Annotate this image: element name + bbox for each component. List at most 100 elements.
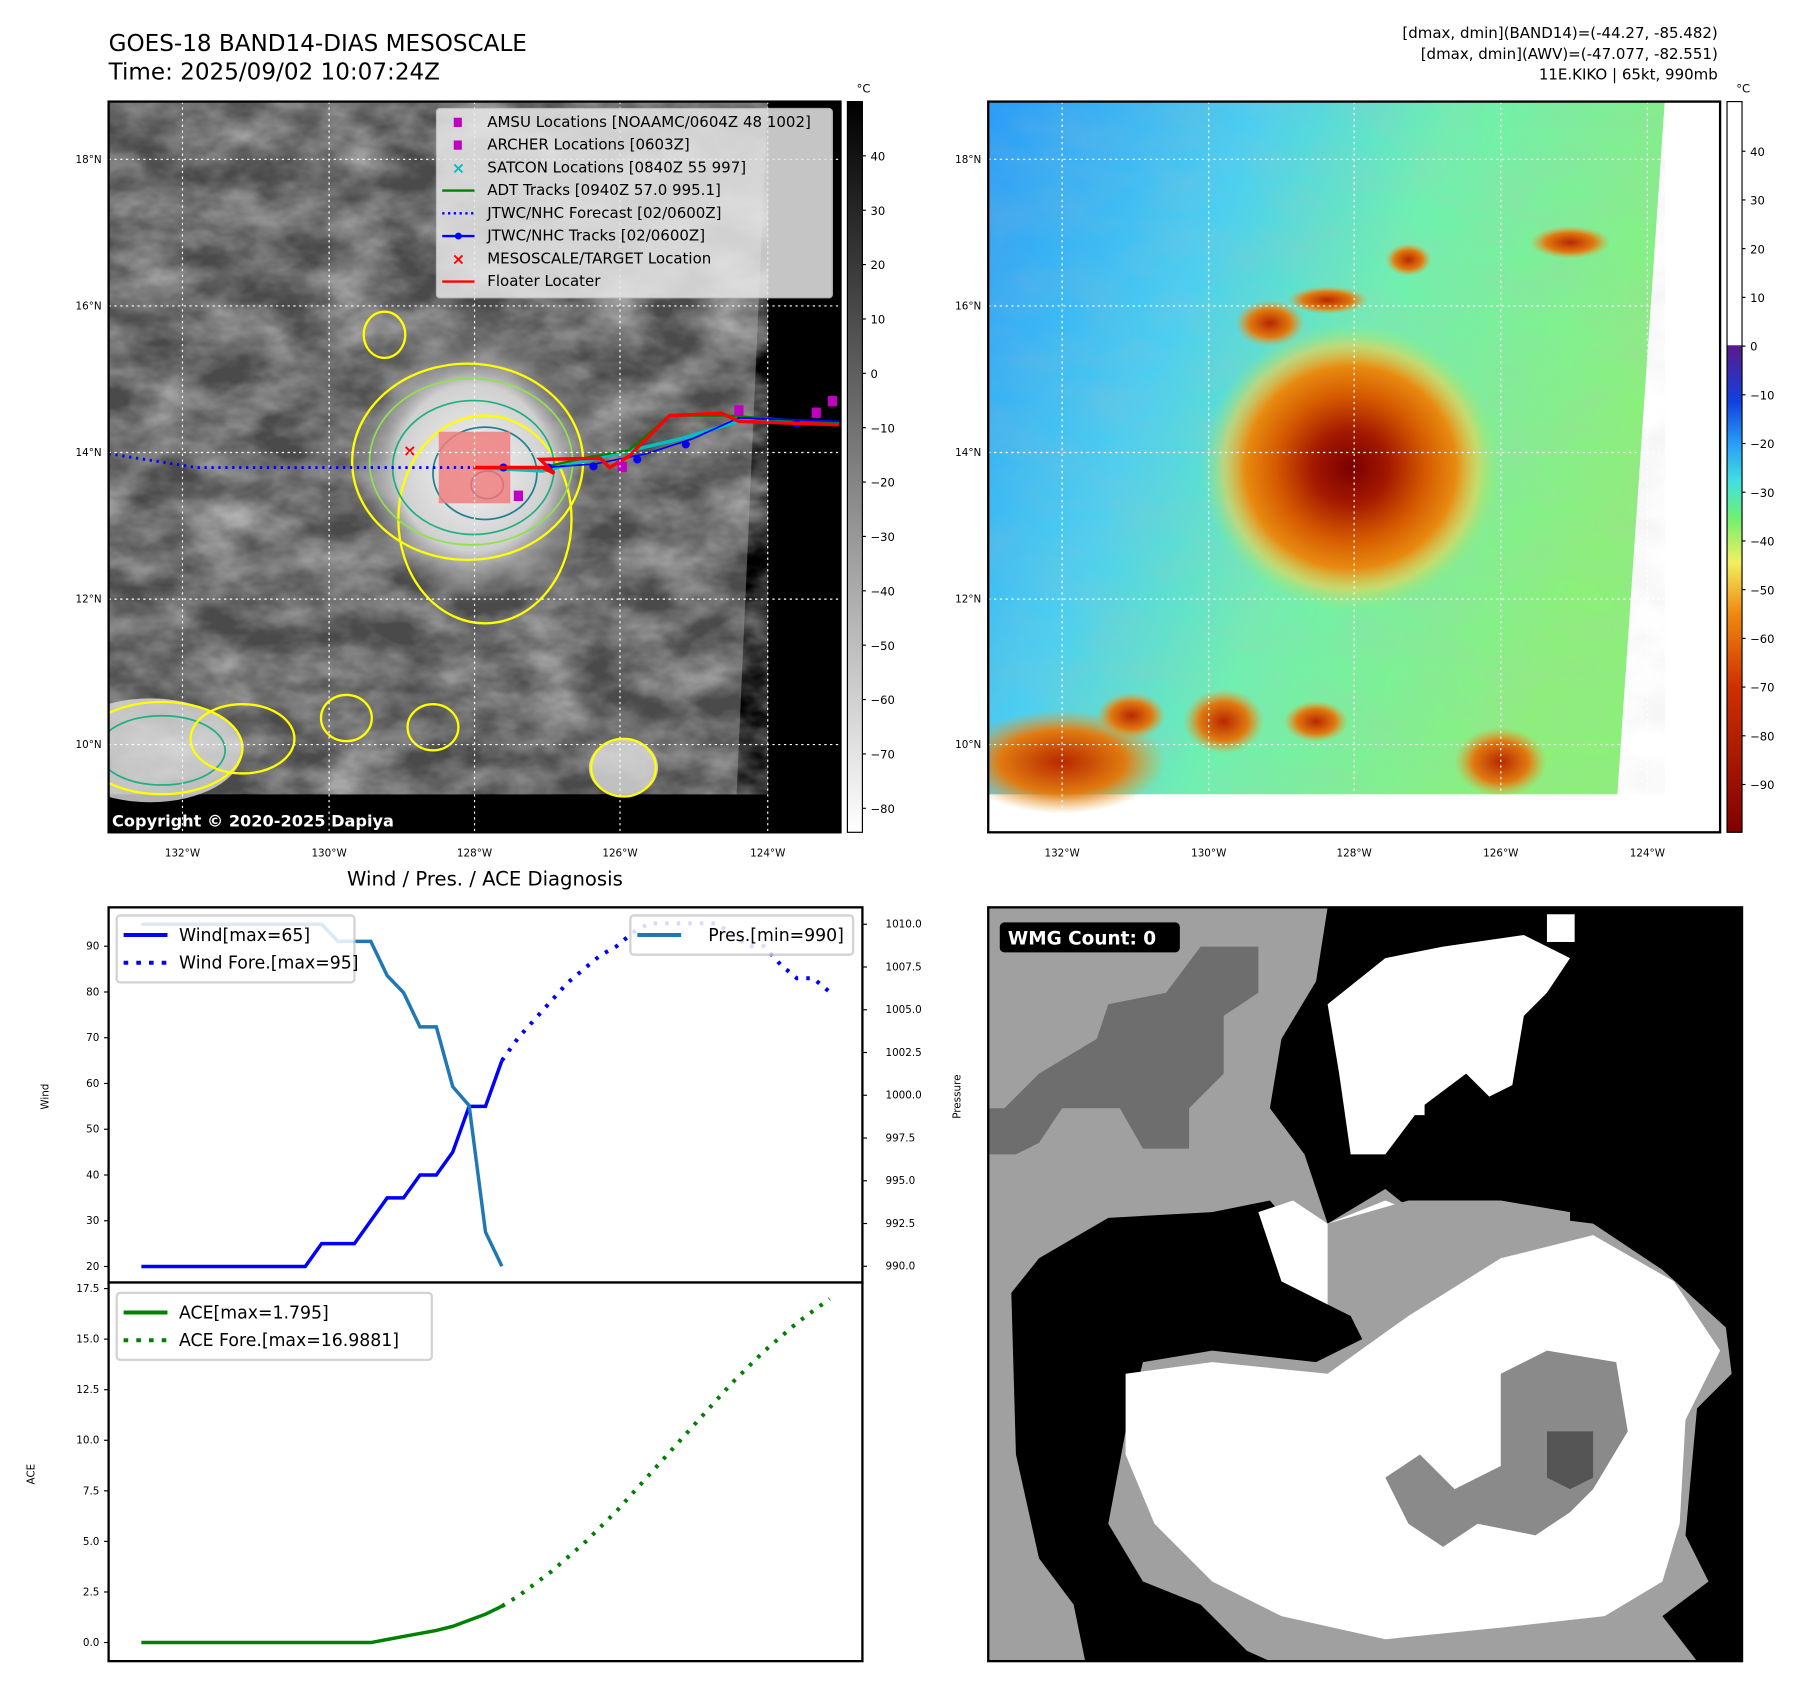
amsu-archer-markers: [513, 395, 838, 501]
legend-label: AMSU Locations [NOAAMC/0604Z 48 1002]: [487, 113, 811, 131]
colorbar-tick-label: −60: [870, 693, 894, 707]
lon-label: 124°W: [750, 848, 785, 860]
series-line-ace-fore-: [500, 1297, 831, 1608]
y-tick-label: 15.0: [76, 1334, 99, 1346]
y-tick-label: 70: [86, 1032, 99, 1044]
colorbar-tick-label: −20: [1750, 437, 1774, 451]
y-tick-label: 50: [86, 1124, 99, 1136]
y-tick-label: 2.5: [83, 1586, 99, 1598]
ace-chart: ACE 0.0 2.5 5.0 7.5 10.0 12.5 15.0 17.5 ACE[max=…: [26, 1281, 864, 1663]
colorbar-tick-label: −20: [870, 476, 894, 490]
legend-label: SATCON Locations [0840Z 55 997]: [487, 158, 746, 176]
colorbar-tick-label: 40: [1750, 145, 1765, 159]
awv-range: [dmax, dmin](AWV)=(-47.077, -82.551): [1421, 45, 1718, 63]
y-tick-label: 17.5: [76, 1283, 99, 1295]
x-marker-icon: ×: [452, 159, 466, 178]
colorbar-tick-label: 20: [870, 258, 885, 272]
colorbar-tick-label: −70: [870, 748, 894, 762]
y-tick-label: 0.0: [83, 1637, 99, 1649]
legend-label: MESOSCALE/TARGET Location: [487, 249, 711, 267]
y-right-tick-label: 995.0: [885, 1175, 915, 1187]
colorbar-tick-label: 0: [1750, 340, 1757, 354]
chart-legend: [629, 914, 855, 956]
colorbar-tick-label: 10: [1750, 291, 1765, 305]
y-right-tick-label: 997.5: [885, 1132, 915, 1144]
lat-label: 12°N: [76, 594, 102, 606]
colorbar-tick-label: −80: [1750, 729, 1774, 743]
y-tick-label: 90: [86, 941, 99, 953]
ir-colorbar: °C 40 30 20 10 0 −10 −20 −30 −40 −50 −60 −70 −80: [846, 81, 895, 833]
ir-legend: AMSU Locations [NOAAMC/0604Z 48 1002] ARC…: [435, 107, 833, 299]
figure-time: Time: 2025/09/02 10:07:24Z: [108, 60, 440, 86]
colorbar-tick-label: −10: [870, 421, 894, 435]
lat-label: 16°N: [955, 300, 981, 312]
lat-label: 18°N: [955, 154, 981, 166]
awv-colorbar: °C 40 30 20 10 0 −10 −20 −30 −40 −50 −60 −70 −80 −90: [1726, 81, 1774, 833]
ir-colorbar-unit: °C: [857, 81, 871, 95]
colorbar-tick-label: −10: [1750, 388, 1774, 402]
lon-label: 132°W: [1044, 848, 1079, 860]
colorbar-tick-label: −80: [870, 802, 894, 816]
y-tick-label: 10.0: [76, 1435, 99, 1447]
forecast-track: [108, 452, 474, 469]
colorbar-tick-label: −40: [1750, 535, 1774, 549]
lon-label: 130°W: [311, 848, 346, 860]
legend-label: JTWC/NHC Tracks [02/0600Z]: [486, 227, 705, 245]
lon-label: 130°W: [1191, 848, 1226, 860]
lon-label: 128°W: [457, 848, 492, 860]
y-right-tick-label: 1002.5: [885, 1047, 921, 1059]
y-tick-label: 12.5: [76, 1384, 99, 1396]
legend-label: Pres.[min=990]: [708, 926, 844, 946]
legend-label: Wind[max=65]: [179, 926, 310, 946]
storm-info: 11E.KIKO | 65kt, 990mb: [1539, 66, 1718, 84]
colorbar-tick-label: 10: [870, 313, 885, 327]
lon-label: 132°W: [165, 848, 200, 860]
lat-label: 18°N: [76, 154, 102, 166]
legend-label: ACE[max=1.795]: [179, 1303, 329, 1323]
colorbar-tick-label: 40: [870, 149, 885, 163]
floater-track: [473, 411, 841, 475]
colorbar-tick-label: 30: [1750, 194, 1765, 208]
lon-label: 126°W: [1483, 848, 1518, 860]
y-tick-label: 7.5: [83, 1485, 99, 1497]
wind-pressure-chart: Wind Pressure 20 30 40 50 60 70 80 90 990.0 992.5…: [40, 906, 964, 1284]
colorbar-tick-label: 30: [870, 204, 885, 218]
awv-colorbar-unit: °C: [1736, 81, 1750, 95]
colorbar-tick-label: 20: [1750, 242, 1765, 256]
x-marker-icon: ×: [452, 250, 466, 269]
lon-label: 128°W: [1337, 848, 1372, 860]
colorbar-tick-label: −30: [870, 530, 894, 544]
lat-label: 14°N: [955, 447, 981, 459]
lat-label: 12°N: [955, 594, 981, 606]
colorbar-tick-label: −70: [1750, 681, 1774, 695]
square-marker-icon: [453, 140, 462, 150]
y-tick-label: 40: [86, 1169, 99, 1181]
lon-label: 124°W: [1630, 848, 1665, 860]
wmg-panel: WMG Count: 0: [987, 906, 1744, 1663]
colorbar-tick-label: −90: [1750, 778, 1774, 792]
colorbar-tick-label: −40: [870, 584, 894, 598]
lat-label: 10°N: [955, 739, 981, 751]
legend-label: ACE Fore.[max=16.9881]: [179, 1331, 399, 1351]
band14-range: [dmax, dmin](BAND14)=(-44.27, -85.482): [1402, 24, 1717, 42]
y-right-tick-label: 1010.0: [885, 919, 921, 931]
colorbar-tick-label: −50: [870, 639, 894, 653]
ace-axis-label: ACE: [26, 1464, 38, 1485]
wmg-count-label: WMG Count: 0: [1008, 928, 1156, 949]
y-right-tick-label: 1005.0: [885, 1004, 921, 1016]
mesoscale-x-marker: ×: [403, 441, 417, 460]
lat-label: 16°N: [76, 300, 102, 312]
legend-label: ARCHER Locations [0603Z]: [487, 136, 690, 154]
y-right-tick-label: 990.0: [885, 1261, 915, 1273]
lat-label: 10°N: [76, 739, 102, 751]
legend-label: Wind Fore.[max=95]: [179, 954, 358, 974]
chart-legend: [115, 1291, 433, 1362]
lon-label: 126°W: [602, 848, 637, 860]
y-tick-label: 30: [86, 1215, 99, 1227]
chart-legend: [115, 914, 356, 984]
y-tick-label: 60: [86, 1078, 99, 1090]
legend-label: ADT Tracks [0940Z 57.0 995.1]: [487, 181, 721, 199]
y-right-tick-label: 992.5: [885, 1218, 915, 1230]
y-right-tick-label: 1000.0: [885, 1090, 921, 1102]
